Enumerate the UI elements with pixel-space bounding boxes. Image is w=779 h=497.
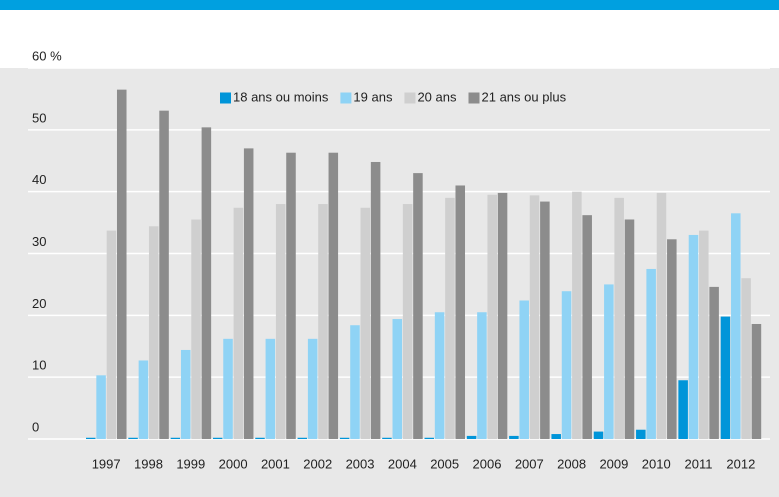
bar	[402, 204, 413, 439]
bar	[731, 213, 741, 439]
bar	[328, 152, 339, 439]
bar	[646, 268, 656, 439]
y-tick-label: 10	[32, 358, 46, 373]
bar	[370, 161, 381, 439]
bar	[212, 437, 223, 439]
bar	[243, 148, 254, 439]
bar	[255, 437, 265, 439]
y-tick-label: 60 %	[32, 48, 62, 63]
bar	[138, 360, 149, 439]
bar	[540, 201, 550, 439]
bar	[477, 312, 487, 439]
legend-label: 21 ans ou plus	[482, 89, 567, 104]
x-tick-label: 2006	[473, 456, 502, 471]
bar	[582, 215, 592, 439]
bar	[709, 286, 719, 439]
bar	[519, 300, 529, 439]
bar	[392, 319, 403, 439]
y-tick-label: 40	[32, 172, 46, 187]
x-tick-label: 2000	[219, 456, 248, 471]
bar	[339, 437, 350, 439]
x-tick-label: 1997	[92, 456, 121, 471]
y-tick-label: 30	[32, 234, 46, 249]
legend-swatch	[220, 92, 231, 104]
bar	[350, 325, 360, 439]
bar	[741, 278, 751, 439]
bar	[751, 323, 762, 439]
bar	[307, 338, 318, 439]
x-tick-label: 2009	[599, 456, 628, 471]
x-tick-label: 2002	[303, 456, 332, 471]
x-tick-label: 2007	[515, 456, 544, 471]
bar	[413, 173, 423, 439]
x-tick-label: 1998	[134, 456, 163, 471]
bar	[667, 239, 677, 439]
bar	[678, 380, 688, 439]
legend-swatch	[340, 92, 352, 104]
bar	[96, 375, 106, 439]
bar	[223, 338, 233, 439]
bar	[656, 192, 667, 439]
legend-swatch	[404, 92, 416, 104]
x-tick-label: 2001	[261, 456, 290, 471]
x-tick-label: 2005	[430, 456, 459, 471]
top-bar	[0, 0, 779, 10]
bar	[445, 197, 455, 439]
bar	[572, 191, 582, 439]
bar	[497, 192, 508, 439]
x-tick-label: 2003	[346, 456, 375, 471]
bar	[116, 89, 127, 440]
bar	[201, 127, 212, 440]
bar	[529, 195, 540, 439]
bar	[434, 312, 445, 439]
x-tick-label: 2012	[726, 456, 755, 471]
bar	[636, 429, 646, 439]
y-tick-label: 50	[32, 110, 46, 125]
bar	[286, 152, 296, 439]
legend-label: 20 ans	[417, 89, 457, 104]
bar	[233, 207, 244, 439]
bar	[148, 226, 159, 439]
bar	[275, 204, 286, 439]
bar	[382, 437, 392, 439]
bar	[699, 230, 709, 439]
bar	[509, 435, 519, 439]
bar	[455, 185, 466, 439]
bar	[624, 219, 635, 439]
x-tick-label: 1999	[176, 456, 205, 471]
bar	[561, 291, 572, 439]
y-tick-label: 20	[32, 296, 46, 311]
bar	[106, 230, 117, 439]
bar	[318, 204, 328, 439]
bar	[487, 194, 497, 439]
bar	[297, 437, 308, 439]
x-tick-label: 2004	[388, 456, 417, 471]
y-tick-label: 0	[32, 419, 39, 434]
bar	[265, 338, 276, 439]
x-tick-label: 2008	[557, 456, 586, 471]
bar	[86, 437, 96, 439]
legend-label: 19 ans	[353, 89, 393, 104]
bar	[604, 284, 614, 439]
bar	[614, 197, 624, 439]
x-tick-label: 2010	[642, 456, 671, 471]
bar	[688, 234, 699, 439]
x-tick-label: 2011	[685, 456, 713, 471]
bar	[170, 437, 181, 439]
bar	[360, 207, 371, 439]
bar	[180, 349, 191, 439]
bar	[466, 435, 477, 439]
bar	[593, 431, 604, 439]
bar	[551, 434, 561, 439]
bar	[159, 110, 169, 439]
bar	[424, 437, 435, 439]
bar	[720, 316, 731, 439]
bar	[128, 437, 138, 439]
bar	[191, 219, 201, 439]
legend-label: 18 ans ou moins	[233, 89, 329, 104]
legend-swatch	[468, 92, 480, 104]
